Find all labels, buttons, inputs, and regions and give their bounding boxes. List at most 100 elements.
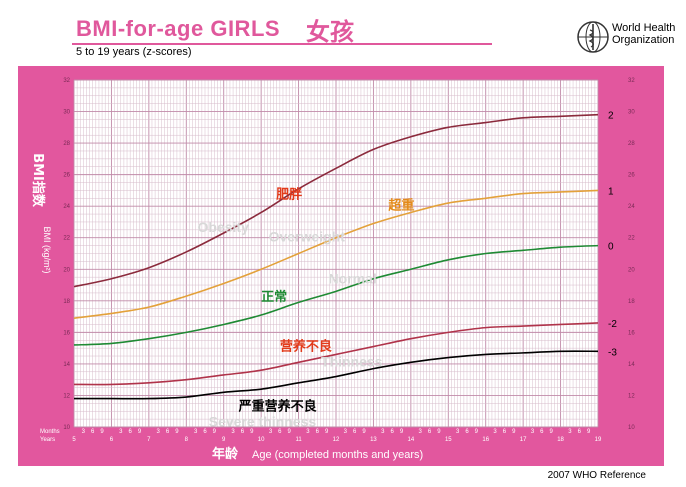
y-tick-label-left: 26 [63, 173, 70, 179]
x-tick-label-year: 9 [222, 437, 226, 443]
x-tick-label-year: 17 [520, 437, 527, 443]
zscore-curve [73, 113, 599, 288]
y-tick-label-right: 32 [628, 78, 635, 84]
y-tick-label-right: 14 [628, 362, 635, 368]
y-tick-label-right: 22 [628, 236, 635, 242]
x-tick-label-month: 3 [269, 429, 273, 435]
y-tick-label-left: 10 [63, 425, 70, 431]
x-tick-label-month: 3 [419, 429, 423, 435]
x-tick-label-year: 14 [408, 437, 415, 443]
category-label-en: Severe thinness [209, 413, 317, 429]
category-label-cn: 营养不良 [280, 338, 332, 354]
x-tick-label-month: 9 [550, 429, 554, 435]
x-tick-label-month: 3 [568, 429, 572, 435]
x-tick-label-month: 6 [540, 429, 544, 435]
x-tick-label-month: 3 [344, 429, 348, 435]
y-axis-label-cn: BMI指数 [30, 153, 46, 208]
chart-grid [73, 79, 599, 428]
x-axis-label: Age (completed months and years) [252, 449, 423, 461]
y-tick-label-right: 18 [628, 299, 635, 305]
zscore-label: 1 [608, 186, 614, 197]
x-tick-label-month: 9 [250, 429, 254, 435]
who-org-name: World Health Organization [612, 22, 675, 46]
x-tick-label-month: 6 [203, 429, 207, 435]
y-tick-label-left: 12 [63, 393, 70, 399]
y-tick-label-right: 10 [628, 425, 635, 431]
footer-reference: 2007 WHO Reference [547, 470, 646, 481]
x-tick-label-month: 3 [231, 429, 235, 435]
zscore-curve [74, 350, 599, 400]
category-label-en: Normal [329, 270, 377, 286]
y-tick-label-right: 24 [628, 204, 635, 210]
x-tick-label-year: 10 [258, 437, 265, 443]
chart-subtitle: 5 to 19 years (z-scores) [76, 46, 192, 58]
x-tick-label-month: 9 [437, 429, 441, 435]
x-tick-label-month: 3 [157, 429, 161, 435]
zscore-label: 0 [608, 242, 614, 253]
x-tick-label-month: 6 [578, 429, 582, 435]
x-tick-label-month: 9 [175, 429, 179, 435]
x-tick-label-month: 9 [213, 429, 217, 435]
x-tick-label-year: 7 [147, 437, 151, 443]
y-tick-label-left: 30 [63, 110, 70, 116]
x-tick-label-year: 8 [185, 437, 189, 443]
org-name-line2: Organization [612, 34, 675, 46]
x-tick-label-month: 6 [241, 429, 245, 435]
x-tick-label-year: 18 [557, 437, 564, 443]
y-tick-label-right: 16 [628, 330, 635, 336]
chart-curves [73, 113, 599, 400]
category-label-cn: 正常 [261, 289, 287, 305]
zscore-label: 2 [608, 111, 614, 122]
x-tick-label-month: 6 [428, 429, 432, 435]
x-tick-label-month: 3 [493, 429, 497, 435]
zscore-label: -3 [608, 347, 617, 358]
x-tick-label-month: 6 [91, 429, 95, 435]
x-tick-label-month: 3 [456, 429, 460, 435]
y-tick-label-left: 24 [63, 204, 70, 210]
category-label-cn: 超重 [388, 198, 414, 214]
years-label: Years [40, 437, 55, 443]
zscore-curve [73, 189, 599, 319]
x-tick-label-month: 3 [306, 429, 310, 435]
x-tick-label-year: 19 [595, 437, 602, 443]
x-tick-label-month: 9 [400, 429, 404, 435]
x-tick-label-month: 9 [138, 429, 142, 435]
x-tick-label-year: 12 [333, 437, 340, 443]
x-tick-label-month: 9 [475, 429, 479, 435]
curve-labels: 2 Obesity 肥胖 1 Overweight 超重 0 Normal 正常 -2 Thinne… [198, 111, 618, 430]
y-tick-label-left: 16 [63, 330, 70, 336]
category-label-en: Overweight [269, 228, 346, 244]
y-tick-label-left: 18 [63, 299, 70, 305]
x-tick-label-year: 16 [482, 437, 489, 443]
y-tick-label-right: 30 [628, 110, 635, 116]
x-tick-label-month: 6 [128, 429, 132, 435]
y-tick-label-left: 20 [63, 267, 70, 273]
who-logo-icon [577, 21, 609, 53]
category-label-en: Obesity [198, 219, 250, 235]
category-label-cn: 肥胖 [276, 186, 302, 202]
x-tick-label-month: 9 [512, 429, 516, 435]
y-tick-label-right: 20 [628, 267, 635, 273]
x-tick-label-month: 3 [82, 429, 86, 435]
x-tick-label-month: 9 [100, 429, 104, 435]
x-tick-label-month: 6 [316, 429, 320, 435]
x-tick-label-year: 5 [72, 437, 76, 443]
y-tick-label-left: 32 [63, 78, 70, 84]
x-axis-label-cn: 年龄 [212, 446, 239, 462]
x-tick-label-month: 6 [278, 429, 282, 435]
x-tick-label-month: 9 [288, 429, 292, 435]
x-tick-label-month: 6 [503, 429, 507, 435]
x-tick-label-month: 9 [587, 429, 591, 435]
x-tick-label-month: 6 [166, 429, 170, 435]
x-tick-label-year: 13 [370, 437, 377, 443]
zscore-curve [73, 244, 599, 346]
y-tick-label-left: 14 [63, 362, 70, 368]
y-tick-label-right: 26 [628, 173, 635, 179]
x-tick-label-month: 3 [194, 429, 198, 435]
category-label-en: Thinness [321, 353, 383, 369]
org-name-line1: World Health [612, 22, 676, 34]
x-tick-label-year: 6 [110, 437, 114, 443]
